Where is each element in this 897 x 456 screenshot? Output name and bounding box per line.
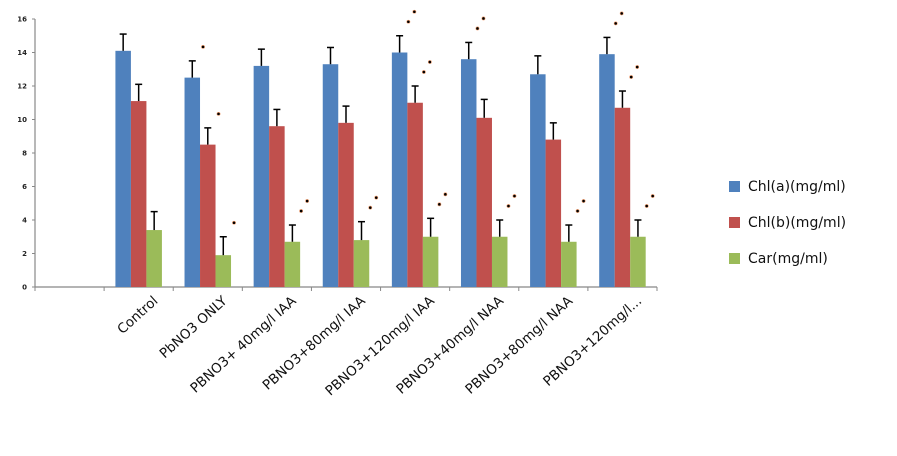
legend-label: Chl(b)(mg/ml) (748, 215, 846, 231)
y-tick-label: 16 (17, 16, 27, 24)
legend-item: Chl(b)(mg/ml) (729, 215, 846, 231)
y-tick-label: 8 (22, 150, 27, 158)
y-tick-label: 14 (17, 49, 27, 57)
bar (630, 236, 646, 287)
legend-label: Car(mg/ml) (748, 251, 828, 267)
bar (269, 126, 285, 287)
bar (200, 144, 216, 287)
significance-mark (406, 19, 411, 24)
legend-swatch (729, 217, 740, 228)
significance-mark (635, 65, 640, 69)
significance-mark (443, 192, 448, 197)
y-tick-label: 6 (22, 183, 27, 191)
bar (284, 241, 301, 287)
legend-label: Chl(a)(mg/ml) (748, 179, 846, 195)
y-tick-label: 10 (17, 116, 27, 124)
bar (407, 102, 423, 287)
bar (130, 101, 147, 287)
significance-mark (201, 44, 205, 49)
significance-mark (305, 199, 310, 203)
significance-mark (644, 204, 649, 208)
significance-mark (412, 9, 417, 14)
significance-mark (368, 205, 373, 210)
significance-mark (650, 194, 655, 198)
bar (253, 65, 270, 288)
bars (115, 9, 655, 288)
significance-mark (437, 202, 442, 207)
bar (322, 64, 339, 287)
bar (476, 117, 492, 287)
significance-mark (475, 26, 480, 31)
bar (391, 52, 408, 287)
bar (561, 241, 577, 287)
significance-mark (427, 60, 432, 64)
y-tick-label: 2 (22, 250, 27, 258)
bar (599, 54, 615, 287)
bar (115, 50, 131, 288)
significance-mark (506, 204, 511, 208)
significance-mark (575, 209, 580, 213)
legend-item: Car(mg/ml) (729, 251, 828, 267)
x-category-label: PbNO3 ONLY (157, 293, 231, 362)
y-tick-label: 0 (22, 284, 27, 292)
legend: Chl(a)(mg/ml) Chl(b)(mg/ml) Car(mg/ml) (729, 179, 846, 267)
bar (215, 255, 232, 287)
bar (530, 74, 546, 288)
x-category-label: Control (114, 293, 161, 338)
bar (146, 230, 162, 287)
bar (338, 122, 354, 287)
bar (422, 236, 439, 287)
legend-item: Chl(a)(mg/ml) (729, 179, 846, 195)
significance-mark (374, 195, 379, 200)
bar (460, 59, 477, 288)
legend-swatch (729, 181, 740, 192)
bar (545, 139, 562, 287)
bar (491, 236, 508, 287)
bar (184, 77, 201, 287)
bar (353, 240, 370, 287)
bar (614, 107, 631, 288)
significance-mark (512, 194, 517, 198)
significance-mark (232, 220, 236, 225)
significance-mark (481, 16, 486, 21)
significance-mark (619, 11, 624, 16)
significance-mark (613, 21, 618, 26)
significance-mark (216, 111, 221, 116)
significance-mark (581, 199, 586, 203)
y-tick-label: 12 (17, 83, 27, 91)
significance-mark (299, 209, 304, 213)
y-tick-label: 4 (22, 217, 27, 225)
legend-swatch (729, 253, 740, 264)
significance-mark (629, 75, 634, 79)
significance-mark (421, 70, 426, 74)
